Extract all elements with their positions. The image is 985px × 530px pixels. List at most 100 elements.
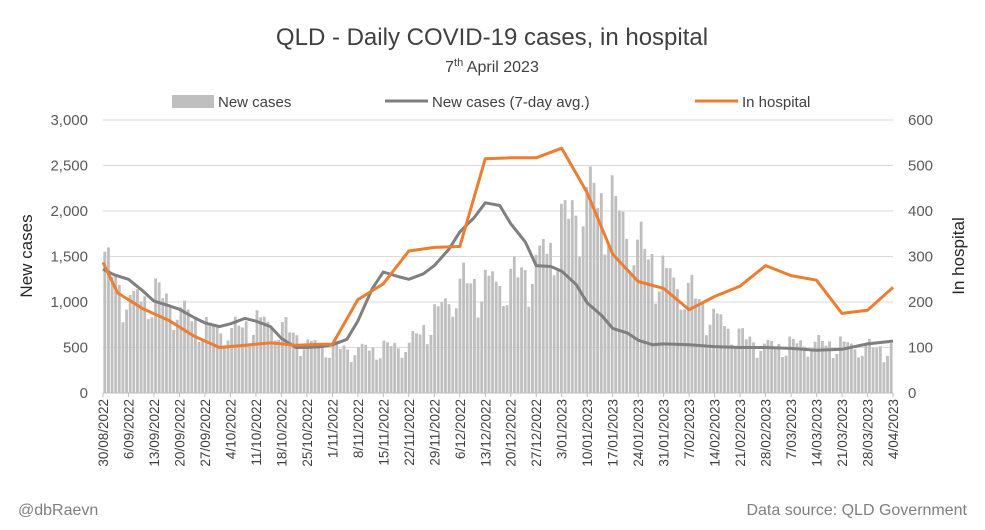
bar-new-cases — [523, 270, 527, 393]
bar-new-cases — [617, 210, 621, 393]
bar-new-cases — [204, 317, 208, 393]
bar-new-cases — [415, 333, 418, 393]
bar-new-cases — [828, 341, 831, 393]
y-axis-left-title: New cases — [17, 214, 36, 297]
bar-new-cases — [860, 355, 864, 393]
bar-new-cases — [364, 344, 368, 393]
bar-new-cases — [784, 355, 788, 393]
bar-new-cases — [237, 325, 241, 393]
x-tick-label: 13/12/2022 — [478, 399, 493, 467]
bar-new-cases — [621, 211, 625, 393]
bar-new-cases — [509, 268, 513, 393]
bar-new-cases — [824, 345, 828, 393]
line-in-hospital — [101, 146, 894, 349]
bar-new-cases — [440, 301, 444, 393]
bar-new-cases — [835, 353, 839, 393]
bar-new-cases — [570, 200, 574, 393]
bar-new-cases — [226, 340, 230, 393]
bar-new-cases — [875, 347, 879, 393]
x-tick-label: 15/11/2022 — [376, 399, 391, 466]
x-tick-label: 25/10/2022 — [300, 399, 315, 467]
bar-new-cases — [534, 254, 538, 393]
bar-new-cases — [429, 334, 433, 393]
bar-new-cases — [520, 267, 523, 393]
y-right-tick-label: 600 — [908, 112, 933, 129]
bar-new-cases — [752, 342, 755, 393]
bar-new-cases — [357, 347, 360, 393]
bar-new-cases — [567, 218, 571, 393]
bar-new-cases — [788, 336, 792, 393]
bar-new-cases — [505, 305, 509, 393]
y-right-tick-label: 200 — [908, 294, 933, 311]
bar-new-cases — [549, 242, 552, 393]
bar-new-cases — [284, 317, 288, 393]
bar-new-cases — [299, 356, 302, 393]
bar-new-cases — [288, 332, 292, 393]
bar-new-cases — [810, 350, 813, 393]
bar-new-cases — [465, 283, 469, 393]
bar-new-cases — [719, 314, 723, 393]
bar-new-cases — [744, 339, 748, 393]
bar-new-cases — [386, 342, 389, 393]
bar-new-cases — [476, 317, 480, 393]
bar-new-cases — [661, 255, 665, 393]
bar-new-cases — [839, 336, 842, 393]
bar-new-cases — [367, 350, 371, 393]
y-right-tick-label: 400 — [908, 203, 933, 220]
x-axis-ticks: 30/08/2022 6/09/2022 13/09/2022 20/09/2022 2… — [96, 393, 901, 467]
bar-new-cases — [447, 304, 451, 393]
bar-new-cases — [451, 316, 455, 393]
bar-new-cases — [244, 321, 248, 393]
bar-new-cases — [396, 348, 400, 393]
bar-new-cases — [150, 317, 154, 393]
x-tick-label: 11/10/2022 — [249, 399, 264, 466]
bar-new-cases — [110, 276, 114, 393]
bar-new-cases — [588, 166, 592, 393]
bar-new-cases — [646, 259, 650, 393]
bar-new-cases — [248, 344, 252, 393]
bar-new-cases — [868, 338, 871, 393]
bar-new-cases — [871, 347, 875, 393]
bar-new-cases — [328, 357, 331, 393]
bar-new-cases — [831, 358, 835, 393]
bar-new-cases — [346, 349, 350, 393]
y-axis-right-title: In hospital — [949, 217, 968, 295]
bar-new-cases — [849, 343, 853, 393]
bar-new-cases — [730, 344, 734, 393]
bar-new-cases — [762, 343, 766, 393]
bar-new-cases — [541, 238, 545, 393]
bar-new-cases — [324, 357, 328, 393]
bar-new-cases — [353, 355, 357, 393]
bar-new-cases — [668, 268, 672, 393]
bar-new-cases — [230, 328, 234, 393]
bar-new-cases — [143, 296, 147, 393]
x-tick-label: 31/01/2023 — [657, 399, 672, 467]
series-in-hospital — [101, 146, 894, 349]
bar-new-cases — [233, 316, 237, 393]
bar-new-cases — [806, 356, 810, 393]
bar-new-cases — [114, 274, 118, 393]
x-tick-label: 10/01/2023 — [580, 399, 595, 467]
bar-new-cases — [175, 319, 179, 393]
bar-new-cases — [802, 346, 806, 393]
bar-new-cases — [596, 208, 600, 393]
bar-new-cases — [302, 349, 306, 393]
x-tick-label: 1/11/2022 — [325, 399, 340, 458]
bar-new-cases — [317, 346, 321, 393]
bar-new-cases — [154, 278, 157, 393]
legend-swatch-new-cases — [172, 95, 214, 108]
x-tick-label: 6/09/2022 — [122, 399, 137, 459]
bar-new-cases — [389, 346, 393, 393]
bar-new-cases — [853, 349, 857, 393]
bar-new-cases — [857, 357, 860, 393]
bar-new-cases — [255, 310, 259, 393]
bar-new-cases — [469, 283, 473, 393]
bar-new-cases — [338, 348, 342, 393]
bar-new-cases — [186, 309, 190, 393]
x-tick-label: 29/11/2022 — [427, 399, 442, 466]
x-tick-label: 17/01/2023 — [606, 399, 621, 467]
bar-new-cases — [675, 289, 679, 393]
series-7day-avg — [102, 201, 894, 352]
bar-new-cases — [480, 301, 484, 393]
